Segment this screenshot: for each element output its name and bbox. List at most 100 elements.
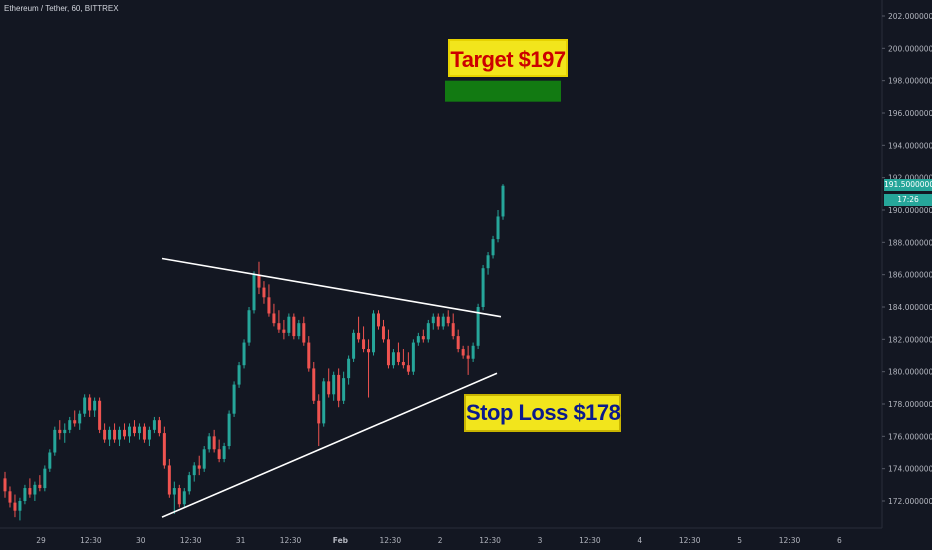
candle-body: [132, 426, 136, 434]
candle-body: [53, 429, 57, 453]
candle-body: [257, 274, 261, 288]
candle-body: [118, 429, 122, 440]
candle-body: [242, 342, 246, 366]
candle-body: [147, 429, 151, 440]
candle-body: [386, 339, 390, 366]
candle-body: [73, 420, 77, 424]
y-tick-label: 182.00000000: [888, 335, 932, 344]
candle-body: [227, 413, 231, 447]
candle-body: [451, 323, 455, 337]
candle-body: [137, 426, 141, 434]
candle-body: [212, 436, 216, 450]
candle-body: [466, 355, 470, 359]
candle-body: [197, 465, 201, 469]
target-annotation[interactable]: Target $197: [448, 39, 568, 77]
candle-body: [78, 413, 82, 424]
candle-body: [441, 316, 445, 327]
candle-body: [501, 185, 505, 217]
candle-body: [391, 352, 395, 366]
candle-body: [372, 313, 376, 353]
candle-body: [252, 274, 256, 311]
candle-body: [272, 313, 276, 324]
candle-body: [476, 307, 480, 346]
candle-body: [247, 310, 251, 343]
candle-body: [217, 449, 221, 459]
target-zone: [445, 80, 561, 102]
candle-body: [162, 433, 166, 466]
x-tick-label: 3: [538, 536, 543, 545]
candle-body: [262, 287, 266, 298]
candle-body: [23, 488, 27, 501]
candle-body: [317, 400, 321, 424]
y-tick-label: 184.00000000: [888, 303, 932, 312]
candle-body: [3, 478, 7, 492]
candle-body: [182, 491, 186, 505]
candle-body: [58, 429, 62, 434]
lower-trendline: [161, 372, 498, 518]
candle-body: [43, 468, 47, 489]
x-tick-label: 31: [236, 536, 246, 545]
upper-trendline: [161, 257, 502, 318]
candle-body: [396, 352, 400, 362]
x-tick-label: 12:30: [679, 536, 701, 545]
candle-body: [232, 384, 236, 414]
candle-body: [491, 239, 495, 256]
candle-body: [342, 378, 346, 401]
candle-body: [282, 329, 286, 333]
candle-body: [83, 397, 87, 414]
candle-body: [312, 368, 316, 401]
x-tick-label: 12:30: [80, 536, 102, 545]
candle-body: [103, 429, 107, 440]
candle-body: [237, 365, 241, 385]
candle-body: [431, 316, 435, 324]
candle-body: [486, 255, 490, 269]
candle-body: [332, 374, 336, 395]
candle-body: [192, 465, 196, 476]
candle-body: [172, 488, 176, 495]
y-tick-label: 202.00000000: [888, 12, 932, 21]
y-tick-label: 188.00000000: [888, 238, 932, 247]
x-tick-label: 4: [637, 536, 642, 545]
x-tick-label: Feb: [333, 536, 349, 545]
candle-body: [93, 400, 97, 411]
candle-body: [142, 426, 146, 440]
candle-body: [88, 397, 92, 411]
y-tick-label: 178.00000000: [888, 400, 932, 409]
candle-body: [302, 323, 306, 343]
y-tick-label: 194.00000000: [888, 141, 932, 150]
candle-body: [416, 336, 420, 343]
candle-body: [177, 488, 181, 505]
candle-body: [337, 374, 341, 401]
candle-body: [297, 323, 301, 337]
x-tick-label: 30: [136, 536, 146, 545]
candle-body: [461, 349, 465, 356]
candle-body: [68, 420, 72, 430]
y-tick-label: 192.00000000: [888, 174, 932, 183]
candle-body: [481, 268, 485, 307]
stop-loss-annotation[interactable]: Stop Loss $178: [464, 394, 621, 432]
candle-body: [167, 465, 171, 495]
candle-body: [38, 484, 42, 489]
y-tick-label: 198.00000000: [888, 77, 932, 86]
candle-body: [13, 502, 17, 511]
candle-body: [362, 339, 366, 350]
candle-body: [322, 381, 326, 424]
candle-body: [426, 323, 430, 340]
candle-body: [357, 332, 361, 340]
candle-body: [98, 400, 102, 430]
y-tick-label: 200.00000000: [888, 44, 932, 53]
candle-body: [222, 446, 226, 459]
candle-body: [207, 436, 211, 450]
candle-body: [436, 316, 440, 327]
candle-body: [108, 429, 112, 440]
last-price-tag: 191.50000000: [884, 179, 932, 191]
candle-body: [401, 361, 405, 366]
candle-body: [128, 426, 131, 437]
candle-body: [152, 420, 156, 430]
x-tick-label: 29: [36, 536, 46, 545]
candle-body: [381, 326, 385, 340]
x-tick-label: 12:30: [479, 536, 501, 545]
candle-body: [446, 316, 450, 324]
y-tick-label: 186.00000000: [888, 271, 932, 280]
